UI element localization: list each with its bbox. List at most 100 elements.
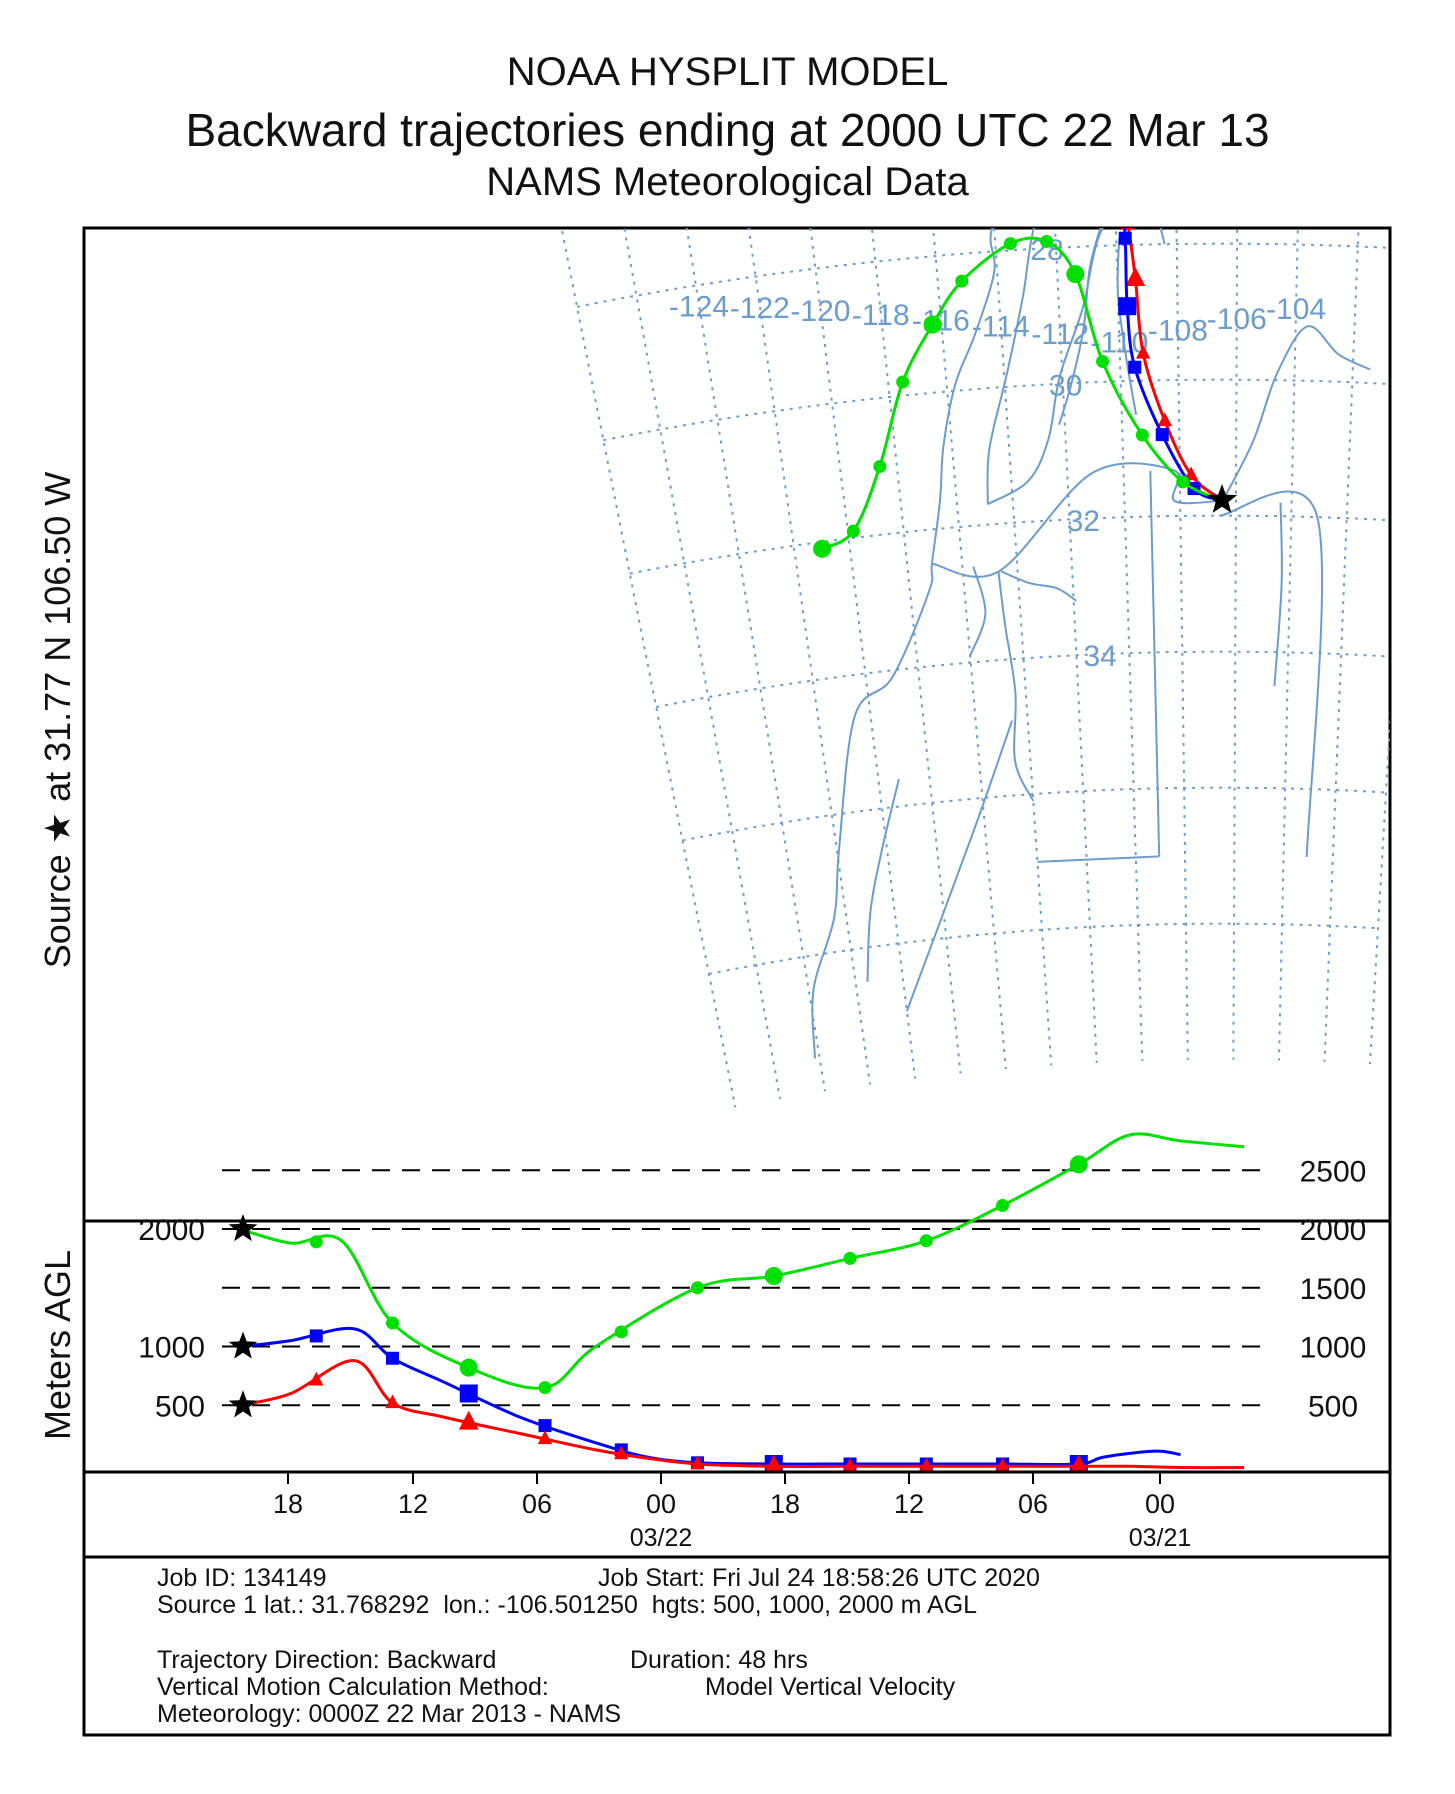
- altitude-ylabel: Meters AGL: [37, 1250, 78, 1440]
- geo-line: [986, 228, 1035, 505]
- geo-line: [1273, 502, 1283, 687]
- altitude-marker: [385, 1394, 400, 1409]
- geo-line: [931, 462, 1223, 578]
- lon-line: [809, 228, 917, 1079]
- lon-line: [560, 228, 737, 1108]
- lon-label: -124: [669, 290, 729, 323]
- trajectory-marker: [1136, 344, 1151, 359]
- trajectory-marker: [1114, 171, 1127, 184]
- altitude-marker: [458, 1410, 479, 1430]
- trajectory-marker: [1128, 360, 1142, 374]
- altitude-marker: [1069, 1155, 1088, 1174]
- lon-line: [1175, 228, 1189, 1060]
- time-tick-label: 00: [1145, 1489, 1175, 1519]
- altitude-marker: [538, 1419, 552, 1433]
- trajectory-marker: [1125, 267, 1146, 286]
- trajectory-marker: [1135, 428, 1149, 442]
- trajectory-marker: [923, 315, 942, 334]
- right-tick-label: 2500: [1300, 1155, 1367, 1188]
- vertical-motion-label: Vertical Motion Calculation Method:: [157, 1673, 549, 1701]
- geo-line: [1037, 855, 1160, 863]
- altitude-gridlines: [222, 1169, 1262, 1407]
- lon-line: [993, 228, 1053, 1066]
- lat-label: 34: [1084, 640, 1117, 673]
- altitude-marker: [537, 1430, 553, 1445]
- source-height-star: [228, 1214, 258, 1242]
- date-label: 03/22: [630, 1524, 693, 1552]
- trajectory-marker: [813, 539, 832, 558]
- lon-label: -120: [790, 295, 850, 328]
- trajectory-direction: Trajectory Direction: Backward: [157, 1646, 497, 1674]
- time-tick-label: 18: [770, 1489, 800, 1519]
- right-tick-label: 2000: [1300, 1214, 1367, 1247]
- right-tick-label: 1000: [1300, 1332, 1367, 1365]
- trajectory-marker: [1072, 108, 1090, 126]
- chart-title: NOAA HYSPLIT MODEL: [506, 50, 949, 94]
- time-tick-label: 12: [398, 1489, 428, 1519]
- source-side-label: Source ★ at 31.77 N 106.50 W: [37, 472, 78, 969]
- trajectory-marker: [1073, 153, 1093, 172]
- footer-box: [82, 1555, 1392, 1737]
- source-height-star: [228, 1331, 258, 1359]
- lon-label: -114: [972, 311, 1030, 344]
- trajectory-marker: [1118, 231, 1132, 245]
- altitude-marker: [691, 1281, 705, 1295]
- trajectory-marker: [1110, 169, 1124, 183]
- trajectory-marker: [1056, 198, 1070, 212]
- altitude-marker: [386, 1351, 400, 1365]
- source-star: [1206, 484, 1238, 513]
- lon-line: [747, 228, 871, 1085]
- vertical-motion-value: Model Vertical Velocity: [705, 1673, 956, 1701]
- left-tick-label: 500: [155, 1390, 205, 1423]
- duration: Duration: 48 hrs: [630, 1646, 808, 1674]
- lat-label: 30: [1049, 369, 1082, 402]
- geo-line: [1219, 490, 1324, 858]
- altitude-marker: [459, 1384, 478, 1403]
- trajectory-marker: [1012, 114, 1025, 127]
- geo-line: [969, 566, 987, 657]
- trajectory-marker: [1155, 428, 1169, 442]
- lat-label: 26: [1011, 99, 1044, 132]
- lon-label: -122: [730, 292, 790, 325]
- geo-line: [1000, 570, 1077, 602]
- altitude-marker: [842, 1457, 858, 1472]
- map-grid-labels: 34323028262422-124-122-120-118-116-114-1…: [669, 99, 1326, 673]
- geo-line: [905, 720, 1014, 1012]
- altitude-marker: [459, 1358, 478, 1377]
- time-tick-label: 00: [646, 1489, 676, 1519]
- lon-label: -104: [1266, 293, 1326, 326]
- lon-line: [1232, 228, 1239, 1060]
- altitude-marker: [538, 1381, 552, 1395]
- geo-line: [1159, 228, 1166, 245]
- left-tick-label: 2000: [138, 1214, 205, 1247]
- altitude-marker: [764, 1267, 783, 1285]
- right-tick-label: 500: [1308, 1390, 1358, 1423]
- trajectory-marker: [1096, 354, 1110, 368]
- trajectory-marker: [1100, 130, 1113, 143]
- lon-label: -118: [852, 299, 910, 332]
- lon-line: [1054, 228, 1098, 1063]
- left-tick-label: 1000: [138, 1332, 205, 1365]
- altitude-marker: [614, 1445, 629, 1460]
- time-tick-label: 06: [1018, 1489, 1048, 1519]
- geo-line: [1058, 228, 1102, 425]
- altitude-marker: [690, 1455, 705, 1470]
- altitude-marker: [309, 1371, 324, 1386]
- trajectory-marker: [1003, 237, 1017, 251]
- lon-line: [623, 228, 781, 1100]
- lat-line: [524, 0, 1434, 40]
- altitude-marker: [614, 1325, 628, 1339]
- meteorology: Meteorology: 0000Z 22 Mar 2013 - NAMS: [157, 1700, 622, 1728]
- source-height-star: [228, 1390, 258, 1418]
- altitude-labels: 2000 1000 500 2500 2000 1500 1000 500: [138, 1155, 1366, 1423]
- geo-line: [866, 778, 900, 982]
- geo-line: [1149, 470, 1161, 857]
- date-label: 03/21: [1129, 1524, 1192, 1552]
- right-tick-label: 1500: [1300, 1273, 1367, 1306]
- altitude-series: [239, 1132, 1245, 1474]
- map-trajectories: [813, 108, 1238, 558]
- trajectory-marker: [1040, 234, 1054, 248]
- altitude-marker: [919, 1457, 934, 1472]
- time-axis: 18 12 06 00 18 12 06 00 03/22 03/21: [273, 1472, 1191, 1552]
- altitude-marker: [309, 1329, 323, 1343]
